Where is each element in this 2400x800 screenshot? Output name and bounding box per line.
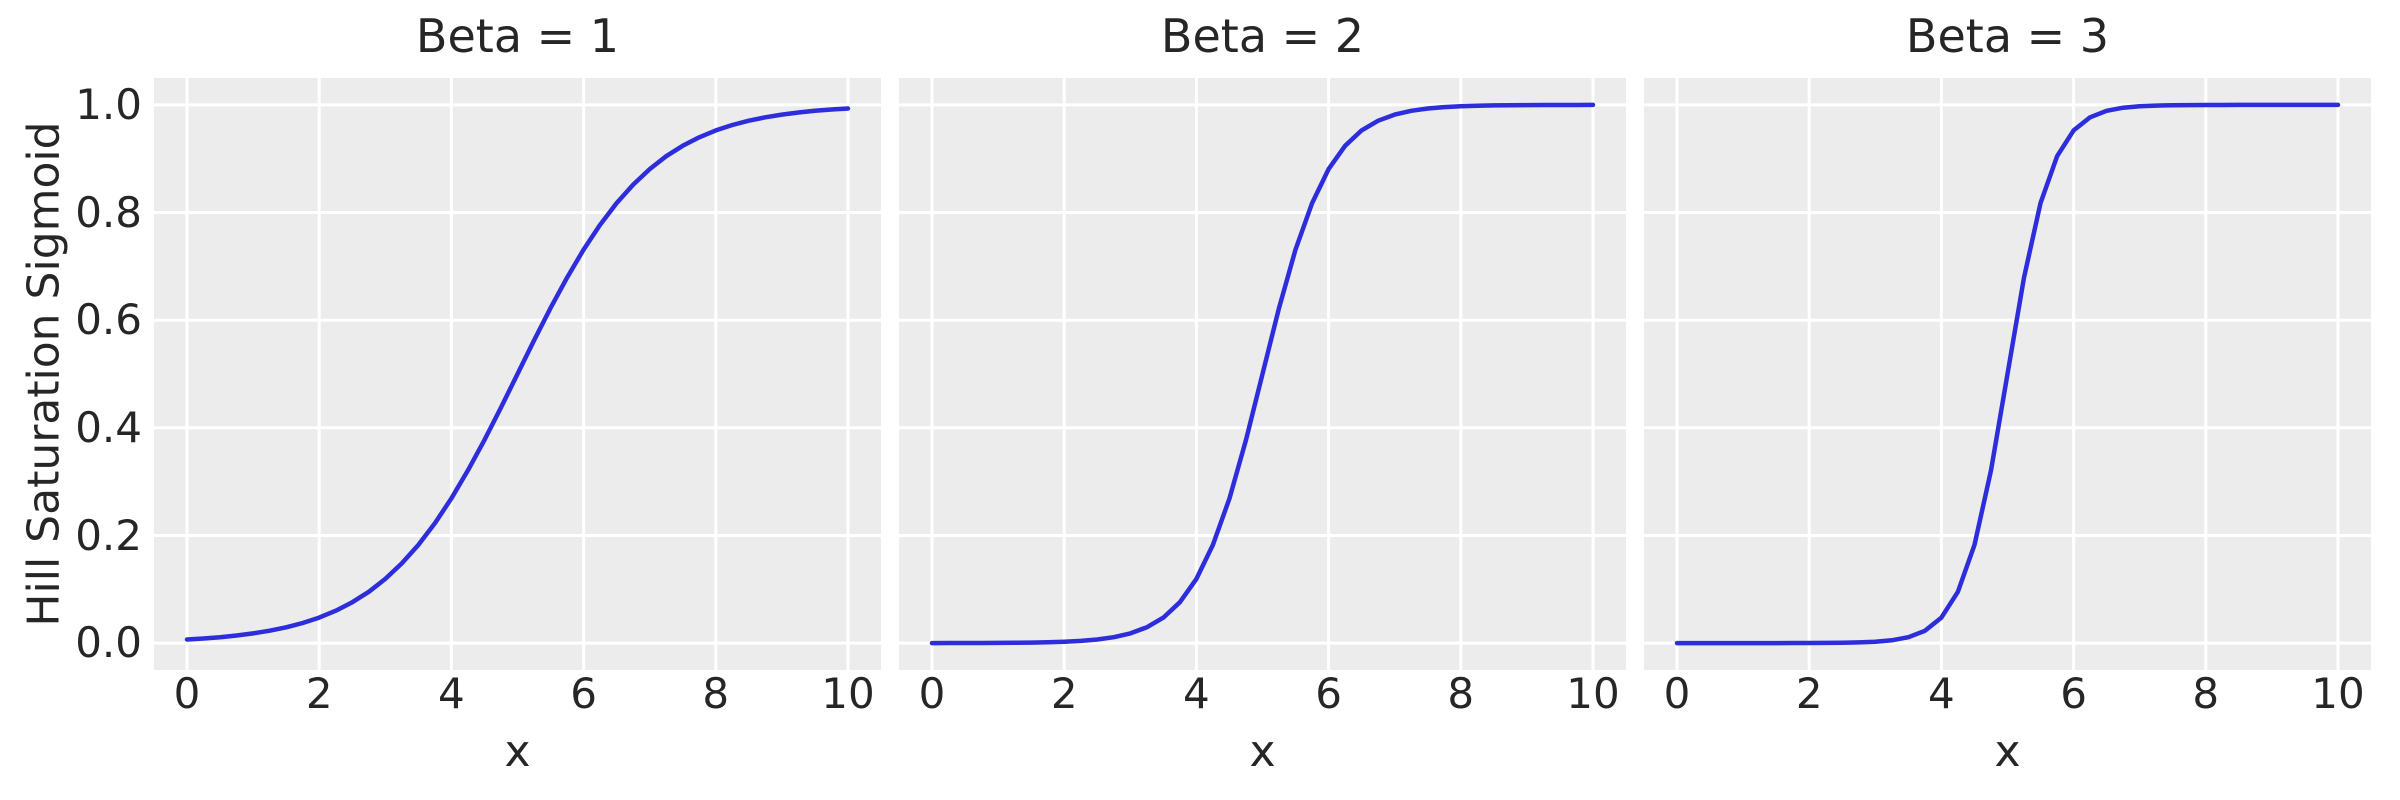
x-tick-label: 8 bbox=[2192, 669, 2220, 718]
subplot-title: Beta = 2 bbox=[1160, 9, 1365, 63]
subplot-title: Beta = 1 bbox=[415, 9, 620, 63]
y-tick-label: 0.0 bbox=[75, 618, 142, 668]
x-tick-label: 8 bbox=[1447, 669, 1475, 718]
y-tick-label: 0.4 bbox=[75, 402, 142, 452]
x-axis-label: x bbox=[1994, 726, 2021, 777]
x-tick-label: 10 bbox=[1566, 669, 1620, 718]
x-tick-label: 2 bbox=[1795, 669, 1823, 718]
x-tick-label: 6 bbox=[570, 669, 597, 718]
x-tick-labels: 0 2 4 6 8 10 bbox=[154, 672, 881, 716]
x-tick-label: 2 bbox=[1050, 669, 1078, 718]
x-tick-label: 2 bbox=[305, 669, 333, 718]
plot-area bbox=[1644, 78, 2371, 670]
x-tick-label: 4 bbox=[438, 669, 465, 718]
x-tick-labels: 0 2 4 6 8 10 bbox=[1644, 672, 2371, 716]
plot-area bbox=[154, 78, 881, 670]
y-tick-labels: 0.0 0.2 0.4 0.6 0.8 1.0 bbox=[0, 0, 142, 800]
x-axis-label: x bbox=[504, 726, 531, 777]
x-tick-label: 10 bbox=[821, 669, 875, 718]
x-tick-label: 8 bbox=[702, 669, 730, 718]
x-tick-label: 10 bbox=[2311, 669, 2365, 718]
subplot-beta-1: Beta = 1 0 2 4 6 8 10 x bbox=[154, 0, 881, 800]
sigmoid-curve bbox=[1674, 102, 2341, 646]
x-tick-label: 4 bbox=[1183, 669, 1210, 718]
x-tick-label: 6 bbox=[2060, 669, 2087, 718]
sigmoid-curve bbox=[929, 102, 1596, 646]
y-tick-label: 0.8 bbox=[75, 187, 142, 237]
x-tick-label: 4 bbox=[1928, 669, 1955, 718]
x-tick-label: 6 bbox=[1315, 669, 1342, 718]
y-tick-label: 0.6 bbox=[75, 295, 142, 345]
subplot-beta-2: Beta = 2 0 2 4 6 8 10 x bbox=[899, 0, 1626, 800]
y-tick-label: 0.2 bbox=[75, 510, 142, 560]
plot-canvas bbox=[1644, 78, 2371, 670]
plot-canvas bbox=[899, 78, 1626, 670]
subplot-title: Beta = 3 bbox=[1905, 9, 2110, 63]
x-tick-label: 0 bbox=[1663, 669, 1691, 718]
x-axis-label: x bbox=[1249, 726, 1276, 777]
plot-area bbox=[899, 78, 1626, 670]
x-tick-label: 0 bbox=[918, 669, 946, 718]
y-tick-label: 1.0 bbox=[75, 79, 142, 129]
x-tick-labels: 0 2 4 6 8 10 bbox=[899, 672, 1626, 716]
subplot-beta-3: Beta = 3 0 2 4 6 8 10 x bbox=[1644, 0, 2371, 800]
plot-canvas bbox=[154, 78, 881, 670]
sigmoid-curve bbox=[184, 106, 851, 642]
x-tick-label: 0 bbox=[173, 669, 201, 718]
